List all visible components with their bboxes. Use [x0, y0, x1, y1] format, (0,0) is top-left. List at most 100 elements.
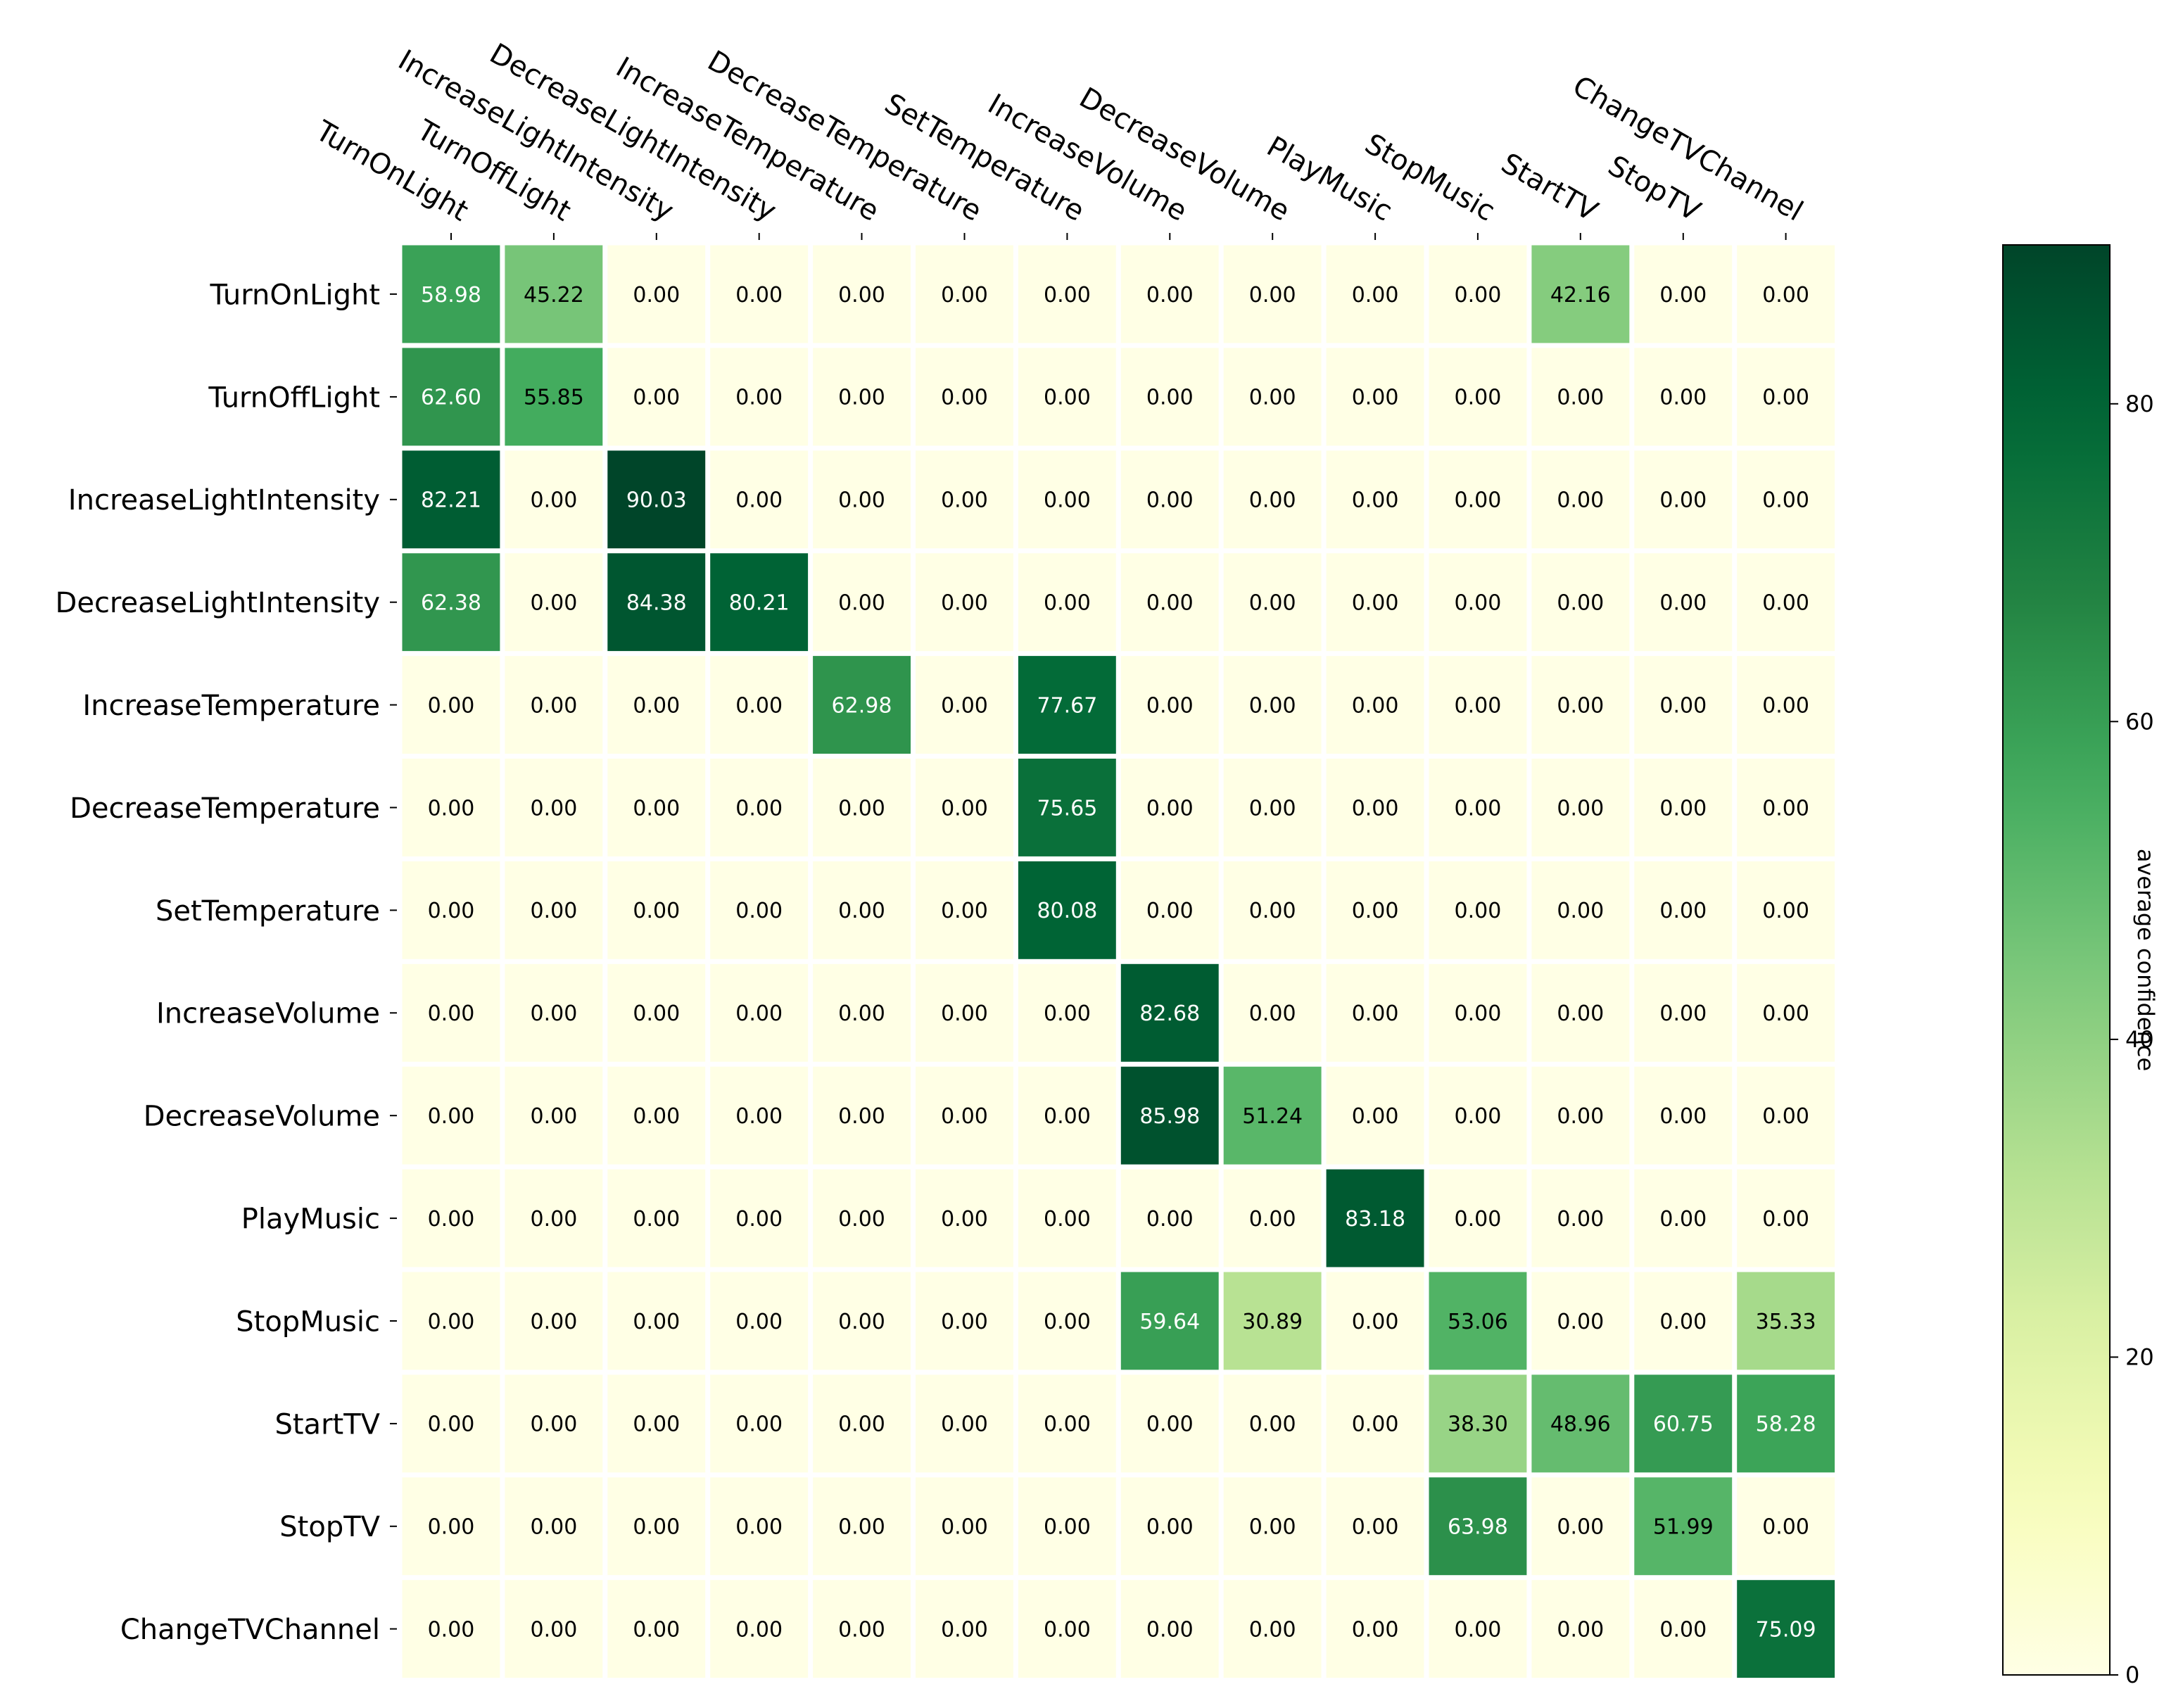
- cell-value-r5-c11: 0.00: [1557, 796, 1604, 821]
- heatmap-cell-r13-c1: [505, 1580, 603, 1678]
- cell-value-r12-c0: 0.00: [428, 1515, 475, 1540]
- heatmap-cell-r6-c2: [607, 861, 706, 959]
- heatmap-cell-r10-c10: [1429, 1272, 1527, 1370]
- heatmap-cell-r7-c10: [1429, 963, 1527, 1062]
- cell-value-r13-c1: 0.00: [531, 1617, 578, 1642]
- cell-value-r9-c9: 83.18: [1345, 1207, 1405, 1232]
- heatmap-cell-r9-c5: [916, 1169, 1013, 1267]
- cell-value-r6-c13: 0.00: [1762, 899, 1809, 923]
- heatmap-cell-r7-c5: [916, 963, 1013, 1062]
- cell-value-r10-c11: 0.00: [1557, 1310, 1604, 1334]
- heatmap-cell-r3-c3: [710, 553, 809, 652]
- cell-value-r12-c11: 0.00: [1557, 1515, 1604, 1540]
- y-tick-label-12: StopTV: [279, 1511, 380, 1543]
- cell-value-r11-c10: 38.30: [1448, 1412, 1508, 1437]
- cell-value-r2-c4: 0.00: [838, 488, 885, 513]
- cell-value-r1-c1: 55.85: [524, 386, 584, 410]
- cell-value-r11-c2: 0.00: [633, 1412, 680, 1437]
- cell-value-r8-c6: 0.00: [1044, 1104, 1091, 1129]
- cell-value-r10-c3: 0.00: [735, 1310, 783, 1334]
- cell-value-r5-c7: 0.00: [1146, 796, 1194, 821]
- y-tick-label-13: ChangeTVChannel: [120, 1614, 380, 1646]
- cell-value-r11-c5: 0.00: [941, 1412, 988, 1437]
- cell-value-r7-c0: 0.00: [428, 1001, 475, 1026]
- cell-value-r4-c0: 0.00: [428, 693, 475, 718]
- heatmap-cell-r0-c10: [1429, 245, 1527, 343]
- cell-value-r3-c8: 0.00: [1249, 591, 1296, 616]
- heatmap-cell-r0-c4: [813, 245, 911, 343]
- heatmap-cells: 58.98 45.22 0.00 0.00 0.00 0.00 0.00 0.00 0.00 0.…: [402, 245, 1835, 1678]
- heatmap-cell-r7-c7: [1120, 963, 1219, 1062]
- y-tick-label-2: IncreaseLightIntensity: [68, 484, 380, 517]
- cell-value-r7-c12: 0.00: [1659, 1001, 1707, 1026]
- cell-value-r12-c3: 0.00: [735, 1515, 783, 1540]
- heatmap-cell-r8-c9: [1326, 1066, 1424, 1165]
- heatmap-cell-r5-c11: [1531, 759, 1630, 856]
- cell-value-r13-c11: 0.00: [1557, 1617, 1604, 1642]
- heatmap-cell-r11-c10: [1429, 1374, 1527, 1473]
- cell-value-r1-c6: 0.00: [1044, 386, 1091, 410]
- heatmap-cell-r4-c5: [916, 656, 1013, 754]
- cell-value-r1-c8: 0.00: [1249, 386, 1296, 410]
- heatmap-cell-r2-c9: [1326, 450, 1424, 549]
- cell-value-r5-c0: 0.00: [428, 796, 475, 821]
- cell-value-r10-c9: 0.00: [1352, 1310, 1399, 1334]
- heatmap-cell-r4-c13: [1737, 656, 1835, 754]
- cell-value-r6-c0: 0.00: [428, 899, 475, 923]
- heatmap-cell-r6-c6: [1018, 861, 1116, 959]
- heatmap-cell-r10-c13: [1737, 1272, 1835, 1370]
- heatmap-cell-r4-c9: [1326, 656, 1424, 754]
- cell-value-r7-c13: 0.00: [1762, 1001, 1809, 1026]
- heatmap-cell-r10-c6: [1018, 1272, 1116, 1370]
- y-axis-tick-labels: TurnOnLight TurnOffLight IncreaseLightInte…: [56, 279, 397, 1646]
- cell-value-r11-c3: 0.00: [735, 1412, 783, 1437]
- cell-value-r7-c3: 0.00: [735, 1001, 783, 1026]
- heatmap-cell-r5-c8: [1223, 759, 1322, 856]
- heatmap-cell-r9-c10: [1429, 1169, 1527, 1267]
- cell-value-r2-c10: 0.00: [1455, 488, 1502, 513]
- y-tick-label-5: DecreaseTemperature: [70, 792, 380, 825]
- cell-value-r0-c2: 0.00: [633, 283, 680, 308]
- heatmap-cell-r1-c2: [607, 348, 706, 446]
- heatmap-cell-r5-c13: [1737, 759, 1835, 856]
- heatmap-cell-r0-c1: [505, 245, 603, 343]
- y-tick-label-0: TurnOnLight: [210, 279, 380, 311]
- heatmap-cell-r5-c7: [1120, 759, 1219, 856]
- colorbar-label: average confidence: [2132, 849, 2159, 1071]
- heatmap-cell-r5-c10: [1429, 759, 1527, 856]
- heatmap-cell-r13-c10: [1429, 1580, 1527, 1678]
- cell-value-r0-c1: 45.22: [524, 283, 584, 308]
- cell-value-r2-c6: 0.00: [1044, 488, 1091, 513]
- heatmap-cell-r7-c3: [710, 963, 809, 1062]
- heatmap-cell-r13-c4: [813, 1580, 911, 1678]
- heatmap-cell-r5-c4: [813, 759, 911, 856]
- cell-value-r3-c3: 80.21: [729, 591, 790, 616]
- heatmap-cell-r10-c12: [1634, 1272, 1733, 1370]
- cell-value-r8-c11: 0.00: [1557, 1104, 1604, 1129]
- cell-value-r9-c7: 0.00: [1146, 1207, 1194, 1232]
- heatmap-cell-r6-c0: [402, 861, 500, 959]
- colorbar-gradient-bar: [2002, 244, 2111, 1676]
- cell-value-r2-c5: 0.00: [941, 488, 988, 513]
- y-tick-label-9: PlayMusic: [241, 1203, 380, 1236]
- heatmap-cell-r1-c4: [813, 348, 911, 446]
- cell-value-r0-c5: 0.00: [941, 283, 988, 308]
- heatmap-cell-r7-c0: [402, 963, 500, 1062]
- cell-value-r0-c8: 0.00: [1249, 283, 1296, 308]
- colorbar-tick-label-0: 0: [2125, 1662, 2139, 1688]
- heatmap-cell-r4-c4: [813, 656, 911, 754]
- heatmap-cell-r8-c5: [916, 1066, 1013, 1165]
- heatmap-cell-r13-c6: [1018, 1580, 1116, 1678]
- heatmap-cell-r3-c1: [505, 553, 603, 652]
- cell-value-r11-c1: 0.00: [531, 1412, 578, 1437]
- heatmap-cell-r2-c1: [505, 450, 603, 549]
- heatmap-cell-r5-c3: [710, 759, 809, 856]
- heatmap-cell-r2-c5: [916, 450, 1013, 549]
- heatmap-cell-r7-c2: [607, 963, 706, 1062]
- cell-value-r8-c1: 0.00: [531, 1104, 578, 1129]
- heatmap-cell-r9-c1: [505, 1169, 603, 1267]
- cell-value-r13-c9: 0.00: [1352, 1617, 1399, 1642]
- cell-value-r11-c9: 0.00: [1352, 1412, 1399, 1437]
- cell-value-r7-c8: 0.00: [1249, 1001, 1296, 1026]
- cell-value-r12-c8: 0.00: [1249, 1515, 1296, 1540]
